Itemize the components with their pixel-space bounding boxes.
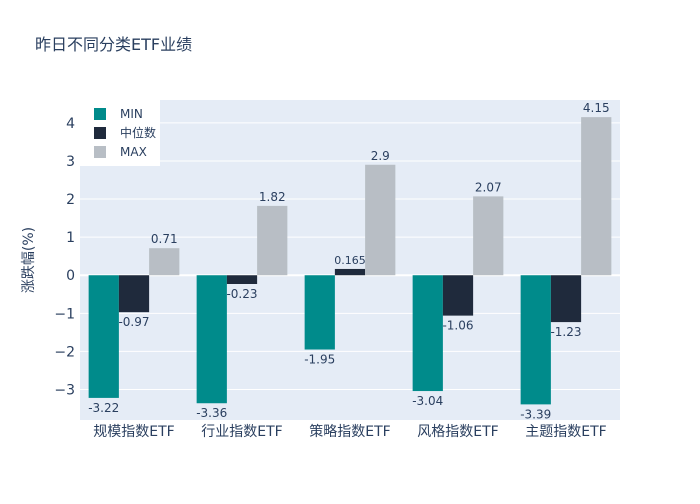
y-tick-label: 2 [66, 192, 75, 208]
bar [412, 275, 443, 392]
legend-label: MAX [120, 145, 147, 159]
legend-label: 中位数 [120, 125, 156, 140]
bar-value-label: -0.97 [118, 315, 149, 329]
bar [520, 275, 551, 405]
bar-value-label: -0.23 [226, 287, 257, 301]
bar-value-label: -3.22 [88, 401, 119, 415]
bar [196, 275, 227, 404]
bar-value-label: 2.07 [475, 180, 502, 194]
bar [226, 275, 258, 284]
plot-area: −3 −2 −1 0 1 2 3 4 -3.22 -0.97 0.71 规模指数ETF -3.36 -0.… [54, 100, 620, 440]
bar-value-label: 2.9 [371, 149, 390, 163]
bar [442, 275, 474, 316]
bar-value-label: -1.06 [442, 319, 473, 333]
bar-value-label: 1.82 [259, 190, 286, 204]
legend-background [80, 100, 160, 166]
bar [581, 117, 612, 276]
legend-swatch[interactable] [94, 108, 106, 120]
bar [118, 275, 150, 313]
x-tick-label: 主题指数ETF [525, 424, 606, 440]
bar-value-label: 4.15 [583, 101, 610, 115]
y-tick-label: 0 [66, 268, 75, 284]
y-tick-label: −1 [54, 306, 75, 322]
legend-swatch[interactable] [94, 146, 106, 158]
bar-value-label: 0.71 [151, 232, 178, 246]
bar-value-label: -3.36 [196, 406, 227, 420]
bar [334, 268, 366, 276]
x-tick-label: 策略指数ETF [309, 423, 390, 440]
y-tick-label: 4 [66, 116, 75, 132]
x-tick-label: 风格指数ETF [417, 424, 498, 440]
bar [550, 275, 582, 323]
bar-value-label: -1.23 [550, 325, 581, 339]
y-tick-label: −2 [54, 344, 75, 360]
bar [149, 248, 180, 276]
legend-label: MIN [120, 107, 143, 121]
bar [304, 275, 335, 350]
bar [88, 275, 119, 398]
bar [365, 164, 396, 276]
y-tick-label: −3 [54, 383, 75, 399]
bar-value-label: -3.39 [520, 407, 551, 421]
bar [257, 205, 288, 276]
chart-title: 昨日不同分类ETF业绩 [35, 35, 192, 54]
y-tick-label: 3 [66, 154, 75, 170]
bar [473, 196, 504, 276]
legend: MIN 中位数 MAX [80, 100, 160, 166]
bar-value-label: 0.165 [334, 254, 366, 267]
x-tick-label: 行业指数ETF [201, 424, 282, 440]
x-tick-label: 规模指数ETF [93, 424, 174, 440]
bar-value-label: -3.04 [412, 394, 443, 408]
legend-swatch[interactable] [94, 127, 106, 139]
y-axis-title: 涨跌幅(%) [21, 227, 37, 293]
bar-value-label: -1.95 [304, 353, 335, 367]
y-tick-label: 1 [66, 230, 75, 246]
